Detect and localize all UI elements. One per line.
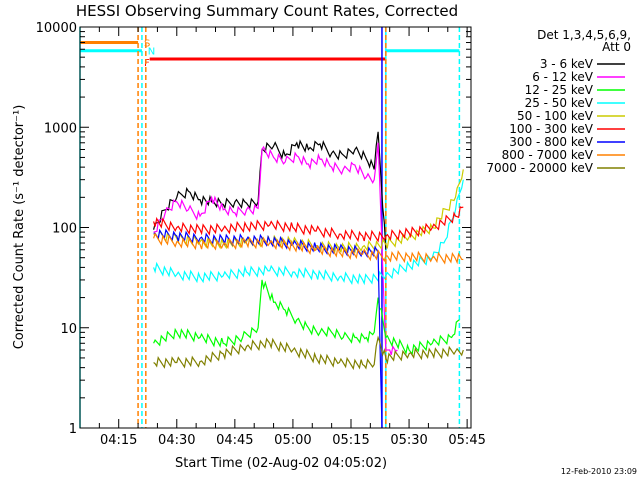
y-tick-label: 1000 [44, 121, 77, 136]
flag-label-s: S [144, 39, 150, 50]
series-line-7000-20000-kev [153, 335, 464, 371]
series-line-300-800-kev [153, 228, 383, 429]
x-tick-label: 05:30 [390, 433, 427, 448]
flag-label-f: F [144, 58, 150, 69]
series-line-12-25-kev [153, 279, 460, 356]
legend-header-attenuator: Att 0 [602, 40, 631, 54]
legend-header-detectors: Det 1,3,4,5,6,9, [537, 28, 631, 42]
plot-area: SFN [79, 27, 464, 429]
flag-label-n: N [148, 47, 155, 58]
x-axis: 04:15 04:30 04:45 05:00 05:15 05:30 05:45 [79, 27, 486, 448]
x-tick-label: 04:45 [216, 433, 253, 448]
x-tick-label: 04:30 [158, 433, 195, 448]
legend-label-12-25-kev: 12 - 25 keV [525, 83, 594, 97]
y-tick-label: 100 [52, 222, 77, 237]
legend-label-100-300-kev: 100 - 300 keV [509, 122, 593, 136]
x-tick-label: 05:00 [274, 433, 311, 448]
y-tick-label: 10 [60, 322, 77, 337]
x-tick-label: 05:45 [448, 433, 485, 448]
legend-label-300-800-kev: 300 - 800 keV [509, 135, 593, 149]
timestamp: 12-Feb-2010 23:09 [561, 467, 637, 476]
series-line-3-6-kev [153, 131, 387, 250]
series-line-800-7000-kev [153, 232, 464, 265]
series-line-50-100-kev [153, 169, 464, 254]
legend-label-6-12-kev: 6 - 12 keV [532, 70, 594, 84]
x-tick-label: 05:15 [332, 433, 369, 448]
y-tick-label: 1 [69, 422, 77, 437]
legend-label-25-50-kev: 25 - 50 keV [525, 96, 594, 110]
legend-label-7000-20000-kev: 7000 - 20000 keV [486, 161, 593, 175]
series-line-6-12-kev [153, 142, 398, 355]
legend-label-800-7000-kev: 800 - 7000 keV [502, 148, 594, 162]
chart-title: HESSI Observing Summary Count Rates, Cor… [76, 2, 458, 20]
legend-label-50-100-kev: 50 - 100 keV [517, 109, 594, 123]
y-axis: 1 10 100 1000 10000 [36, 21, 471, 437]
series-line-100-300-kev [153, 206, 464, 243]
legend-label-3-6-kev: 3 - 6 keV [540, 57, 594, 71]
y-axis-label: Corrected Count Rate (s⁻¹ detector⁻¹) [12, 105, 27, 350]
x-tick-label: 04:15 [100, 433, 137, 448]
series-line-25-50-kev [153, 179, 464, 286]
x-axis-label: Start Time (02-Aug-02 04:05:02) [175, 456, 387, 471]
y-tick-label: 10000 [36, 21, 77, 36]
